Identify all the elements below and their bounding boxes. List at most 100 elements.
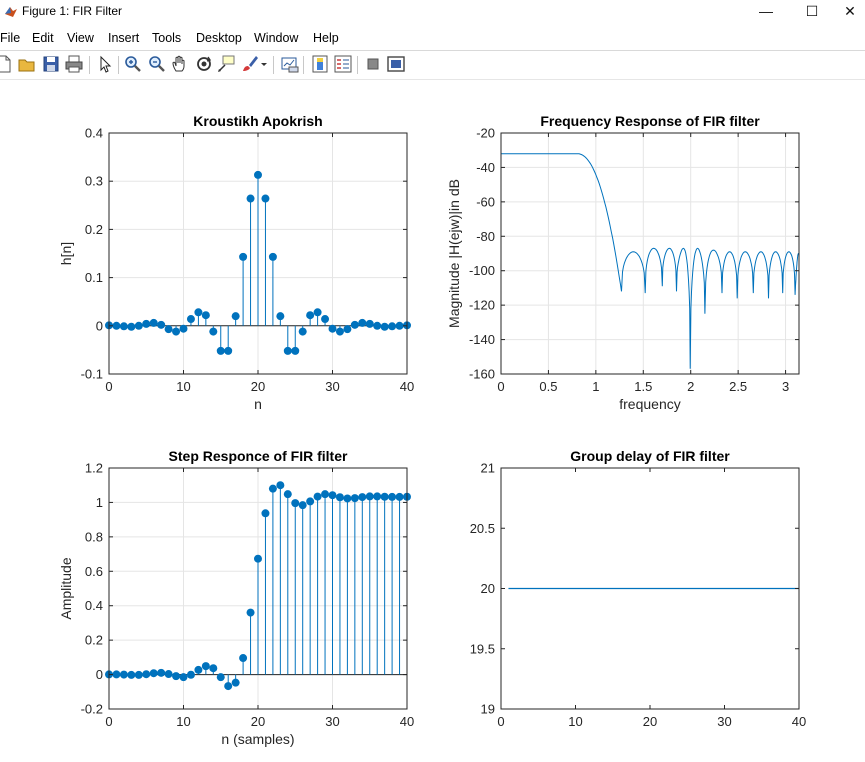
data-point <box>239 654 248 663</box>
menu-tools[interactable]: Tools <box>152 31 182 45</box>
data-point <box>261 194 270 203</box>
x-tick-label: 0 <box>105 714 112 729</box>
x-tick-label: 10 <box>568 714 582 729</box>
data-point <box>224 346 233 355</box>
x-tick-label: 30 <box>325 379 339 394</box>
colorbar-icon[interactable] <box>310 54 330 74</box>
y-axis-label: Magnitude |H(ejw)|in dB <box>446 179 462 328</box>
save-icon[interactable] <box>41 54 61 74</box>
menu-view[interactable]: View <box>67 31 94 45</box>
new-figure-icon[interactable] <box>0 54 14 74</box>
x-tick-label: 10 <box>176 379 190 394</box>
chart-2: 0 0.5 1 1.5 2 2.5 3 -160 -140 -120 -100 -80 -60 -40 -2… <box>446 113 800 412</box>
x-tick-label: 40 <box>400 379 414 394</box>
dropdown-arrow-icon[interactable] <box>259 54 269 74</box>
data-point <box>149 318 158 327</box>
show-plot-tools-icon[interactable] <box>386 54 406 74</box>
data-point <box>194 665 203 674</box>
data-point <box>268 252 277 261</box>
data-point <box>201 311 210 320</box>
y-tick-label: -0.1 <box>81 367 103 382</box>
y-tick-label: 19 <box>481 702 495 717</box>
y-axis-label: h[n] <box>58 242 74 265</box>
menu-window[interactable]: Window <box>254 31 299 45</box>
data-point <box>291 499 300 508</box>
x-tick-label: 0.5 <box>539 379 557 394</box>
data-point <box>350 320 359 329</box>
y-tick-label: 1.2 <box>85 461 103 476</box>
data-point <box>380 492 389 501</box>
data-point <box>134 670 143 679</box>
data-point <box>112 670 121 679</box>
data-point <box>358 493 367 502</box>
y-tick-label: -0.2 <box>81 702 103 717</box>
data-point <box>335 327 344 336</box>
x-tick-label: 3 <box>782 379 789 394</box>
data-point <box>216 346 225 355</box>
open-file-icon[interactable] <box>17 54 37 74</box>
data-cursor-icon[interactable] <box>216 54 236 74</box>
data-point <box>321 315 330 324</box>
data-point <box>157 668 166 677</box>
x-axis-label: n <box>254 396 262 412</box>
maximize-button[interactable]: ☐ <box>789 0 835 24</box>
hide-plot-tools-icon[interactable] <box>363 54 383 74</box>
data-point <box>343 325 352 334</box>
zoom-in-icon[interactable] <box>123 54 143 74</box>
chart-4: 0 10 20 30 40 19 19.5 20 20.5 21 Group delay of FI… <box>470 448 807 729</box>
minimize-icon: — <box>759 3 773 19</box>
y-tick-label: -60 <box>476 194 495 209</box>
chart-title: Frequency Response of FIR filter <box>540 113 760 129</box>
x-tick-label: 1.5 <box>634 379 652 394</box>
data-point <box>231 312 240 321</box>
data-point <box>127 670 136 679</box>
minimize-button[interactable]: — <box>743 0 789 24</box>
toolbar-separator <box>303 56 304 74</box>
window-title: Figure 1: FIR Filter <box>22 4 123 18</box>
zoom-out-icon[interactable] <box>147 54 167 74</box>
data-point <box>335 493 344 502</box>
data-point <box>276 481 285 490</box>
series-line <box>501 153 799 369</box>
data-point <box>209 664 218 673</box>
data-point <box>350 494 359 503</box>
x-tick-label: 20 <box>251 379 265 394</box>
menu-edit[interactable]: Edit <box>32 31 54 45</box>
data-point <box>164 325 173 334</box>
y-tick-label: -20 <box>476 126 495 141</box>
pointer-icon[interactable] <box>95 54 115 74</box>
menu-desktop[interactable]: Desktop <box>196 31 242 45</box>
y-tick-label: 19.5 <box>470 641 495 656</box>
print-icon[interactable] <box>64 54 84 74</box>
data-point <box>231 678 240 687</box>
data-point <box>321 490 330 499</box>
maximize-icon: ☐ <box>805 3 819 19</box>
data-point <box>239 252 248 261</box>
menu-file[interactable]: File <box>0 31 21 45</box>
menu-insert[interactable]: Insert <box>108 31 140 45</box>
brush-icon[interactable] <box>240 54 260 74</box>
pan-icon[interactable] <box>170 54 190 74</box>
menu-help[interactable]: Help <box>313 31 339 45</box>
close-icon: ✕ <box>844 3 856 19</box>
x-axis-label: frequency <box>619 396 680 412</box>
data-point <box>127 322 136 331</box>
close-button[interactable]: ✕ <box>835 0 865 24</box>
data-point <box>142 319 151 328</box>
data-point <box>216 673 225 682</box>
data-point <box>343 494 352 503</box>
rotate-3d-icon[interactable] <box>194 54 214 74</box>
data-point <box>164 670 173 679</box>
data-point <box>358 318 367 327</box>
x-tick-label: 20 <box>251 714 265 729</box>
link-plot-icon[interactable] <box>280 54 300 74</box>
data-point <box>142 670 151 679</box>
y-tick-label: 21 <box>481 461 495 476</box>
legend-icon[interactable] <box>333 54 353 74</box>
data-point <box>186 670 195 679</box>
data-point <box>276 312 285 321</box>
data-point <box>328 324 337 333</box>
data-point <box>291 346 300 355</box>
